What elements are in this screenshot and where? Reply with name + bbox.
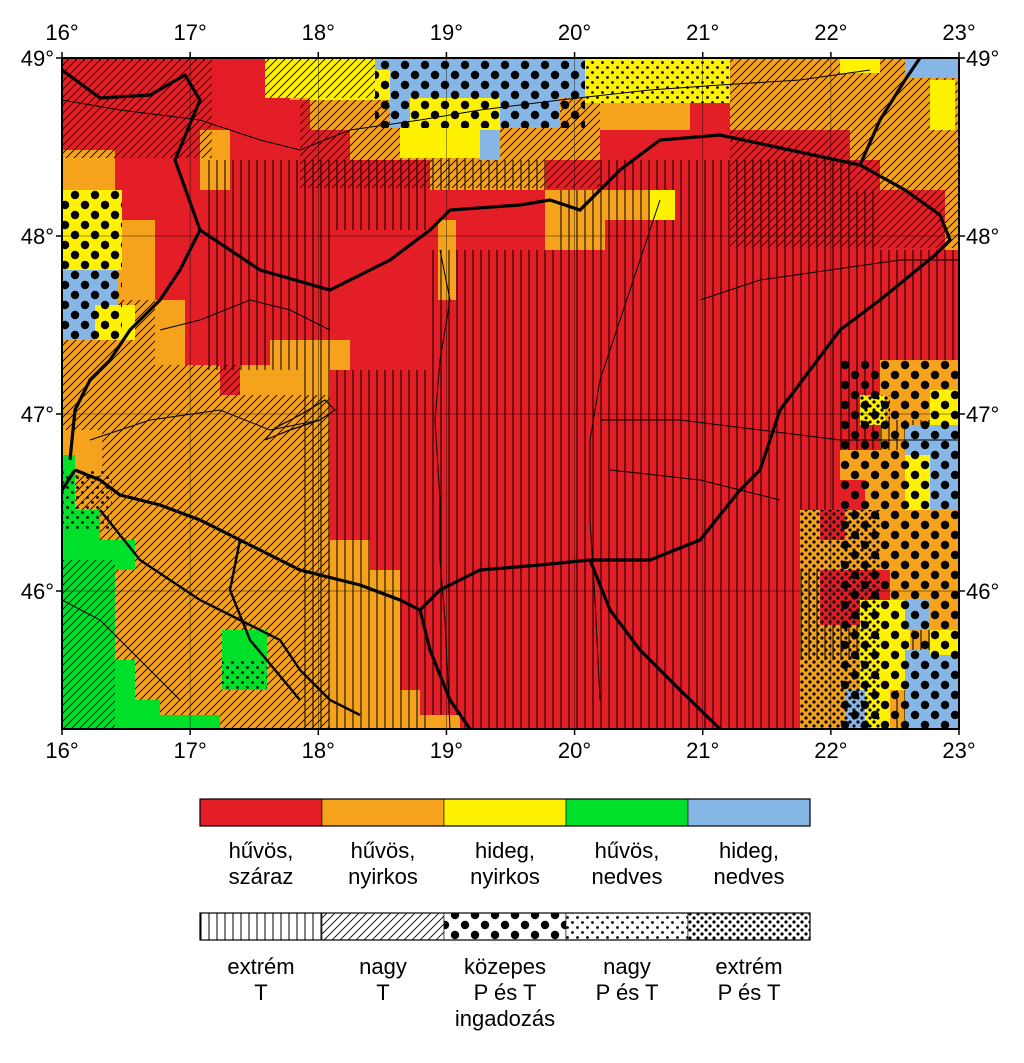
lon-labels-top: 16° 17° 18° 19° 20° 21° 22° 23° [45,20,975,45]
map-frame [61,57,960,730]
lon-tick-label: 16° [45,738,78,763]
graticule [62,58,959,729]
lon-tick-label: 20° [558,738,591,763]
dense-dots-pattern [688,913,810,940]
pattern-legend-label: nagy T [359,954,407,1005]
small-dots-pattern [566,913,688,940]
lon-tick-label: 21° [686,20,719,45]
borders-and-rivers [62,58,959,729]
large-dots-pattern [444,913,566,940]
lon-tick-label: 23° [942,738,975,763]
yellow-swatch [443,798,567,827]
lat-labels-left: 49° 48° 47° 46° [21,46,54,604]
country-border [62,68,952,612]
color-legend-label: hideg, nedves [713,838,785,889]
lat-tick-label: 49° [21,46,54,71]
tick-marks [56,52,965,735]
lon-tick-label: 18° [302,738,335,763]
lat-tick-label: 48° [966,224,999,249]
lon-tick-label: 16° [45,20,78,45]
lon-tick-label: 18° [302,20,335,45]
large-T-texture-west [62,300,330,729]
color-legend-label: hűvös, nyirkos [348,838,418,889]
green-swatch [565,798,689,827]
lat-labels-right: 49° 48° 47° 46° [966,46,999,604]
medium-PT-texture-north [375,58,585,128]
lon-tick-label: 23° [942,20,975,45]
lon-tick-label: 19° [430,738,463,763]
lon-labels-bottom: 16° 17° 18° 19° 20° 21° 22° 23° [45,738,975,763]
pattern-legend-label: nagy P és T [595,954,659,1005]
orange-swatch [321,798,445,827]
vertical-lines-pattern [200,913,322,940]
lon-tick-label: 17° [174,20,207,45]
lat-tick-label: 47° [966,402,999,427]
lat-tick-label: 46° [21,579,54,604]
color-legend-label: hűvös, nedves [591,838,663,889]
lat-tick-label: 47° [21,402,54,427]
color-legend-label: hűvös, száraz [228,838,294,889]
lon-tick-label: 19° [430,20,463,45]
lon-tick-label: 17° [174,738,207,763]
lon-tick-label: 20° [558,20,591,45]
lat-tick-label: 48° [21,224,54,249]
pattern-legend-label: extrém T [227,954,295,1005]
pattern-legend-label: közepes P és T ingadozás [454,954,556,1031]
diagonal-hatch-pattern [322,913,444,940]
lat-tick-label: 49° [966,46,999,71]
pattern-legend-label: extrém P és T [715,954,783,1005]
red-swatch [199,798,323,827]
lon-tick-label: 21° [686,738,719,763]
blue-swatch [687,798,811,827]
lon-tick-label: 22° [814,20,847,45]
pattern-legend [199,912,811,941]
color-legend-label: hideg, nyirkos [470,838,540,889]
lon-tick-label: 22° [814,738,847,763]
map-field [62,58,959,729]
lat-tick-label: 46° [966,579,999,604]
color-legend [199,798,811,827]
